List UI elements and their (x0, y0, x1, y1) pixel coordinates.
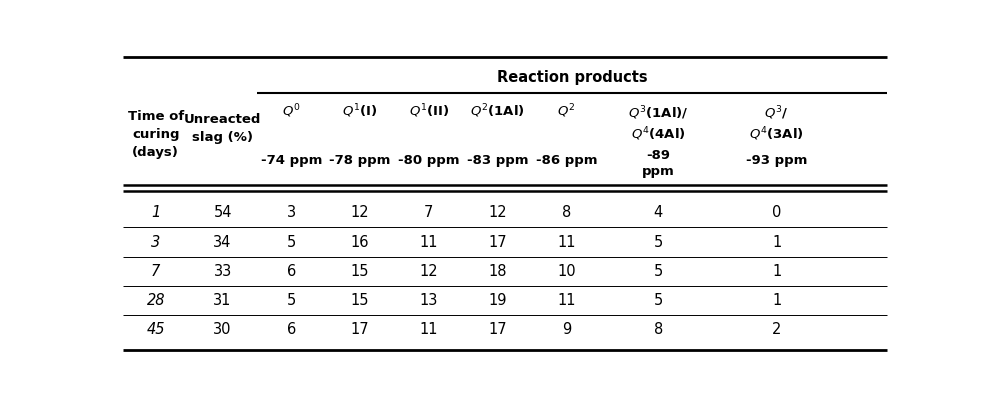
Text: 6: 6 (287, 264, 296, 279)
Text: $Q^0$: $Q^0$ (282, 102, 301, 120)
Text: 3: 3 (287, 205, 296, 220)
Text: -80 ppm: -80 ppm (398, 154, 459, 167)
Text: -93 ppm: -93 ppm (746, 154, 808, 167)
Text: Reaction products: Reaction products (497, 70, 648, 85)
Text: Time of
curing
(days): Time of curing (days) (127, 110, 183, 159)
Text: 15: 15 (351, 293, 370, 308)
Text: 5: 5 (654, 264, 663, 279)
Text: 5: 5 (654, 293, 663, 308)
Text: 9: 9 (562, 322, 571, 337)
Text: 12: 12 (351, 205, 370, 220)
Text: 11: 11 (557, 293, 576, 308)
Text: 5: 5 (287, 234, 296, 250)
Text: 34: 34 (213, 234, 232, 250)
Text: 12: 12 (488, 205, 507, 220)
Text: 4: 4 (654, 205, 663, 220)
Text: 15: 15 (351, 264, 370, 279)
Text: 10: 10 (557, 264, 576, 279)
Text: $Q^2$: $Q^2$ (557, 102, 576, 120)
Text: 28: 28 (147, 293, 165, 308)
Text: -78 ppm: -78 ppm (329, 154, 390, 167)
Text: 6: 6 (287, 322, 296, 337)
Text: 11: 11 (420, 234, 438, 250)
Text: 13: 13 (420, 293, 438, 308)
Text: 54: 54 (213, 205, 232, 220)
Text: 33: 33 (213, 264, 232, 279)
Text: 3: 3 (151, 234, 161, 250)
Text: -89
ppm: -89 ppm (642, 149, 674, 178)
Text: 0: 0 (772, 205, 781, 220)
Text: $Q^2$(1Al): $Q^2$(1Al) (470, 102, 525, 120)
Text: 8: 8 (654, 322, 663, 337)
Text: $Q^1$(I): $Q^1$(I) (342, 102, 378, 120)
Text: 12: 12 (420, 264, 438, 279)
Text: 7: 7 (151, 264, 161, 279)
Text: 17: 17 (488, 322, 507, 337)
Text: -86 ppm: -86 ppm (535, 154, 598, 167)
Text: 31: 31 (213, 293, 232, 308)
Text: 18: 18 (488, 264, 507, 279)
Text: $Q^3$(1Al)/
$Q^4$(4Al): $Q^3$(1Al)/ $Q^4$(4Al) (628, 104, 688, 143)
Text: 11: 11 (557, 234, 576, 250)
Text: 19: 19 (488, 293, 507, 308)
Text: 30: 30 (213, 322, 232, 337)
Text: -83 ppm: -83 ppm (467, 154, 528, 167)
Text: Unreacted
slag (%): Unreacted slag (%) (184, 112, 261, 144)
Text: -74 ppm: -74 ppm (260, 154, 322, 167)
Text: 17: 17 (488, 234, 507, 250)
Text: $Q^1$(II): $Q^1$(II) (408, 102, 450, 120)
Text: 16: 16 (351, 234, 370, 250)
Text: 1: 1 (151, 205, 161, 220)
Text: 5: 5 (287, 293, 296, 308)
Text: 1: 1 (772, 293, 781, 308)
Text: 7: 7 (424, 205, 434, 220)
Text: 2: 2 (772, 322, 781, 337)
Text: 11: 11 (420, 322, 438, 337)
Text: 17: 17 (351, 322, 370, 337)
Text: 1: 1 (772, 264, 781, 279)
Text: 45: 45 (147, 322, 165, 337)
Text: 5: 5 (654, 234, 663, 250)
Text: $Q^3$/
$Q^4$(3Al): $Q^3$/ $Q^4$(3Al) (749, 104, 804, 143)
Text: 1: 1 (772, 234, 781, 250)
Text: 8: 8 (562, 205, 571, 220)
